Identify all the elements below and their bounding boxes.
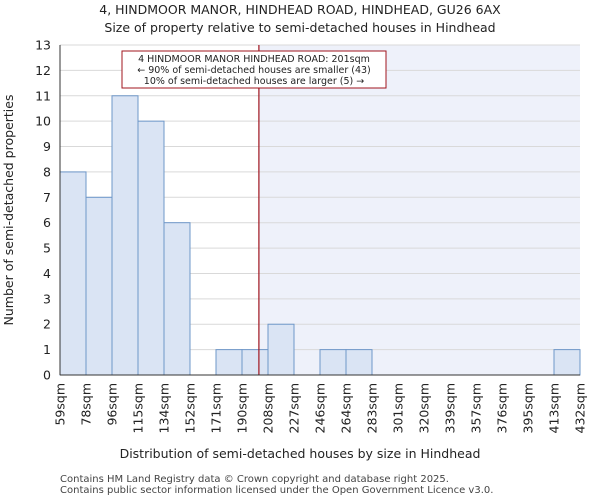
x-tick-label: 208sqm — [261, 383, 276, 433]
y-tick-label: 9 — [43, 139, 51, 154]
x-tick-label: 376sqm — [495, 383, 510, 433]
bar — [553, 349, 581, 376]
x-tick-label: 59sqm — [53, 383, 68, 426]
y-tick-label: 11 — [35, 88, 51, 103]
bar — [215, 349, 243, 376]
y-tick-label: 10 — [35, 114, 51, 129]
x-tick-label: 283sqm — [365, 383, 380, 433]
x-tick-label: 246sqm — [313, 383, 328, 433]
y-tick-label: 0 — [43, 368, 51, 383]
bar — [111, 95, 139, 376]
x-tick-label: 301sqm — [391, 383, 406, 433]
y-tick-label: 6 — [43, 215, 51, 230]
x-tick-label: 134sqm — [157, 383, 172, 433]
annotation-line-2: ← 90% of semi-detached houses are smalle… — [137, 65, 371, 76]
annotation-box: 4 HINDMOOR MANOR HINDHEAD ROAD: 201sqm ←… — [121, 50, 387, 89]
y-tick-label: 8 — [43, 164, 51, 179]
bar — [137, 120, 165, 376]
footer-line-1: Contains HM Land Registry data © Crown c… — [60, 474, 449, 485]
x-tick-label: 227sqm — [287, 383, 302, 433]
bar — [345, 349, 373, 376]
y-tick-label: 7 — [43, 190, 51, 205]
x-tick-label: 152sqm — [183, 383, 198, 433]
annotation-line-1: 4 HINDMOOR MANOR HINDHEAD ROAD: 201sqm — [138, 54, 370, 65]
footer-line-2: Contains public sector information licen… — [60, 485, 494, 496]
highlight-region — [258, 45, 580, 375]
chart-subtitle: Size of property relative to semi-detach… — [104, 20, 496, 35]
x-tick-label: 264sqm — [339, 383, 354, 433]
x-tick-label: 171sqm — [209, 383, 224, 433]
axes — [59, 45, 580, 376]
bar — [241, 349, 269, 376]
x-tick-label: 320sqm — [417, 383, 432, 433]
annotation-line-3: 10% of semi-detached houses are larger (… — [144, 76, 364, 87]
annotation-border — [121, 50, 387, 89]
x-tick-label: 339sqm — [443, 383, 458, 433]
x-tick-label: 96sqm — [105, 383, 120, 426]
bar — [267, 323, 295, 376]
x-tick-labels: 59sqm 78sqm 96sqm 115sqm 134sqm 152sqm 171sqm 1… — [53, 383, 588, 433]
chart-title: 4, HINDMOOR MANOR, HINDHEAD ROAD, HINDHE… — [99, 2, 501, 17]
bar — [59, 171, 87, 376]
y-tick-label: 12 — [35, 63, 51, 78]
x-axis-label: Distribution of semi-detached houses by … — [120, 446, 481, 461]
x-tick-label: 357sqm — [469, 383, 484, 433]
bar — [319, 349, 347, 376]
x-tick-label: 432sqm — [573, 383, 588, 433]
y-axis-label: Number of semi-detached properties — [1, 95, 16, 326]
x-tick-label: 78sqm — [79, 383, 94, 426]
x-tick-label: 190sqm — [235, 383, 250, 433]
x-tick-label: 413sqm — [547, 383, 562, 433]
y-tick-label: 5 — [43, 241, 51, 256]
y-tick-label: 3 — [43, 291, 51, 306]
bar — [163, 222, 191, 376]
x-tick-label: 395sqm — [521, 383, 536, 433]
y-tick-label: 1 — [43, 342, 51, 357]
y-tick-label: 2 — [43, 317, 51, 332]
bar — [85, 196, 113, 376]
y-tick-label: 13 — [35, 38, 51, 53]
x-tick-label: 115sqm — [131, 383, 146, 433]
y-tick-label: 4 — [43, 266, 51, 281]
